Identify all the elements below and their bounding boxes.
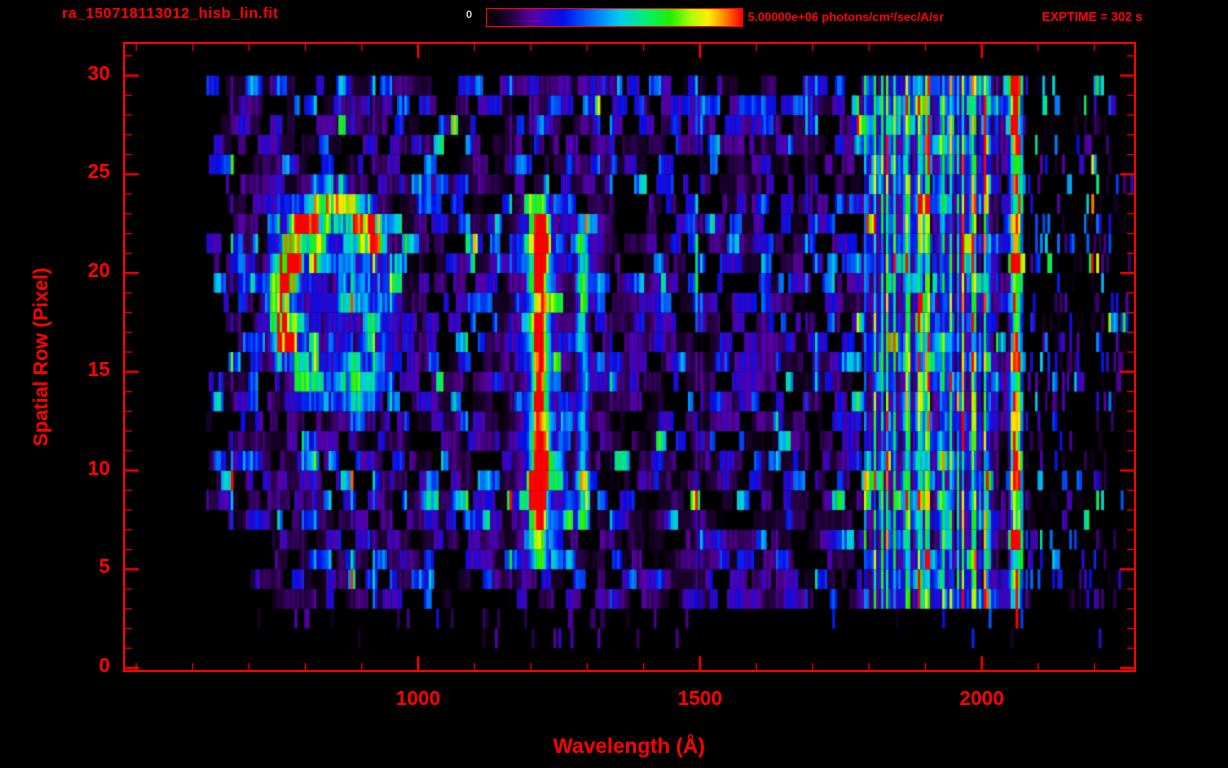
x-tick-label: 1000 xyxy=(395,688,441,710)
exptime-label: EXPTIME = 302 s xyxy=(1042,10,1143,24)
file-title: ra_150718113012_hisb_lin.fit xyxy=(62,5,279,22)
colorbar xyxy=(486,8,743,27)
y-tick-label: 20 xyxy=(87,260,110,283)
colorbar-max-label: 5.00000e+06 photons/cm²/sec/A/sr xyxy=(748,10,944,24)
y-tick-label: 15 xyxy=(87,358,110,381)
x-axis-label: Wavelength (Å) xyxy=(552,735,706,758)
spectral-heatmap-canvas xyxy=(125,44,1134,670)
colorbar-min-label: 0 xyxy=(466,9,473,21)
plot-frame xyxy=(123,42,1136,672)
x-tick-label: 2000 xyxy=(959,688,1005,710)
y-tick-label: 0 xyxy=(98,655,110,678)
y-tick-label: 25 xyxy=(87,161,110,184)
y-tick-label: 30 xyxy=(87,62,110,85)
y-tick-label: 10 xyxy=(87,457,110,480)
y-axis-label: Spatial Row (Pixel) xyxy=(30,267,53,447)
x-tick-label: 1500 xyxy=(677,688,723,710)
colorbar-gradient xyxy=(487,9,742,26)
y-tick-label: 5 xyxy=(98,556,110,579)
